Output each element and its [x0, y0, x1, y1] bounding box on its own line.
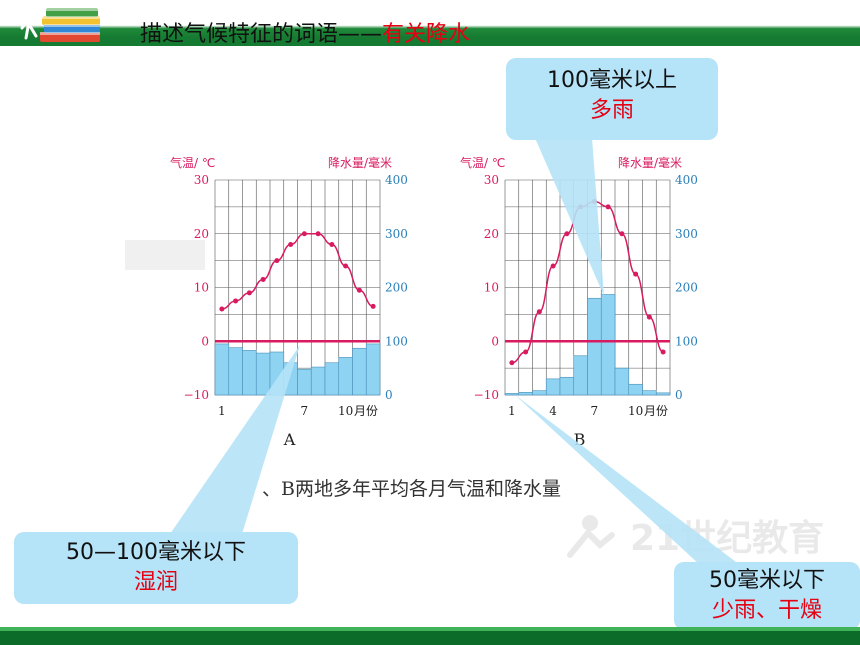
chart-b-precip-bar — [614, 367, 630, 396]
chart-b-temp-tick: 30 — [484, 173, 499, 187]
chart-b-temperature-point — [509, 360, 515, 366]
chart-b-month-tick: 1 — [508, 404, 516, 418]
chart-b-temperature-point — [550, 263, 556, 269]
chart-a-temp-tick: −10 — [184, 388, 209, 402]
chart-a-temp-tick: 10 — [194, 281, 209, 295]
chart-a-temperature-point — [219, 306, 225, 312]
chart-a-temperature-point — [343, 263, 349, 269]
chart-a-right-axis-label: 降水量/毫米 — [328, 155, 392, 170]
chart-b-month-tick: 4 — [549, 404, 557, 418]
chart-a-precip-tick: 0 — [385, 388, 393, 402]
callout-left-line2: 湿润 — [133, 570, 178, 595]
chart-a-precip-bar — [365, 343, 381, 396]
chart-a-background-patch — [125, 240, 205, 270]
chart-a-x-axis-label: 月份 — [354, 404, 378, 418]
chart-b-temperature-point — [564, 231, 570, 237]
chart-a-temperature-point — [301, 231, 307, 237]
callout-top: 100毫米以上 多雨 — [506, 58, 718, 140]
chart-b-precip-tick: 400 — [675, 173, 698, 187]
chart-a-temperature-point — [329, 242, 335, 247]
chart-b-precip-tick: 300 — [675, 227, 698, 241]
chart-b-temperature-point — [646, 314, 652, 320]
watermark-logo: 21世纪教育 — [567, 515, 824, 559]
chart-a-temperature-point — [233, 298, 239, 304]
chart-b-precip-tick: 100 — [675, 334, 698, 348]
callout-right-pointer — [515, 395, 740, 565]
chart-a-temperature-point — [260, 276, 266, 282]
chart-b-temperature-point — [536, 309, 542, 315]
callout-right: 50毫米以下 少雨、干燥 — [674, 562, 860, 630]
callout-top-line1: 100毫米以上 — [547, 68, 677, 93]
chart-b-precip-bar — [600, 294, 616, 396]
callout-left-line1: 50—100毫米以下 — [66, 540, 246, 565]
chart-a-precip-tick: 300 — [385, 227, 408, 241]
callout-top-line2: 多雨 — [589, 98, 634, 123]
chart-b-temperature-point — [633, 271, 639, 277]
chart-a-temperature-point — [370, 303, 376, 309]
chart-b-temperature-point — [523, 349, 529, 355]
chart-b-month-tick: 10 — [628, 404, 643, 418]
chart-a-temp-tick: 0 — [201, 334, 209, 348]
chart-b-precip-tick: 0 — [675, 388, 683, 402]
chart-b-temp-tick: 0 — [491, 334, 499, 348]
chart-a-precip-tick: 200 — [385, 281, 408, 295]
chart-a-temp-tick: 30 — [194, 173, 209, 187]
header-bar — [0, 0, 860, 46]
figure-caption: 、B两地多年平均各月气温和降水量 — [262, 478, 561, 500]
chart-b-right-axis-label: 降水量/毫米 — [618, 155, 682, 170]
chart-b-temperature-point — [660, 349, 666, 355]
books-runner-icon — [20, 6, 100, 42]
chart-a-precip-tick: 100 — [385, 334, 408, 348]
page-title-highlight: 有关降水 — [382, 22, 471, 47]
footer-bar — [0, 627, 860, 645]
chart-a-month-tick: 7 — [301, 404, 309, 418]
chart-b-temperature-point — [605, 204, 611, 210]
chart-b-precip-bar — [655, 392, 671, 396]
chart-a-precip-tick: 400 — [385, 173, 408, 187]
header-stripe — [0, 38, 860, 46]
chart-a-temperature-point — [274, 258, 280, 264]
callout-left: 50—100毫米以下 湿润 — [14, 532, 298, 604]
chart-a-temperature-point — [246, 290, 252, 296]
callout-left-pointer — [170, 345, 300, 534]
chart-b-panel-label: B — [574, 430, 586, 449]
chart-a-month-tick: 1 — [218, 404, 226, 418]
chart-b-x-axis-label: 月份 — [644, 404, 668, 418]
callout-right-line1: 50毫米以下 — [709, 568, 825, 593]
chart-b-month-tick: 7 — [591, 404, 599, 418]
chart-b-precip-bar — [628, 383, 643, 396]
chart-b-temp-tick: −10 — [474, 388, 499, 402]
chart-a-temperature-point — [288, 242, 294, 247]
chart-a-temperature-point — [315, 231, 321, 237]
chart-a-temp-tick: 20 — [194, 227, 209, 241]
callout-right-line2: 少雨、干燥 — [711, 598, 822, 623]
chart-a-panel-label: A — [283, 430, 296, 449]
chart-b-temp-tick: 20 — [484, 227, 499, 241]
footer-stripe — [0, 627, 860, 631]
callout-top-pointer — [535, 138, 604, 296]
chart-a-temperature-point — [356, 287, 362, 293]
chart-a-month-tick: 10 — [338, 404, 353, 418]
chart-a-left-axis-label: 气温/ ℃ — [170, 155, 215, 170]
chart-b-temperature-point — [619, 231, 625, 237]
chart-b-temp-tick: 10 — [484, 281, 499, 295]
chart-b-left-axis-label: 气温/ ℃ — [460, 155, 505, 170]
chart-b-precip-tick: 200 — [675, 281, 698, 295]
page-title: 描述气候特征的词语——有关降水 — [140, 22, 471, 47]
